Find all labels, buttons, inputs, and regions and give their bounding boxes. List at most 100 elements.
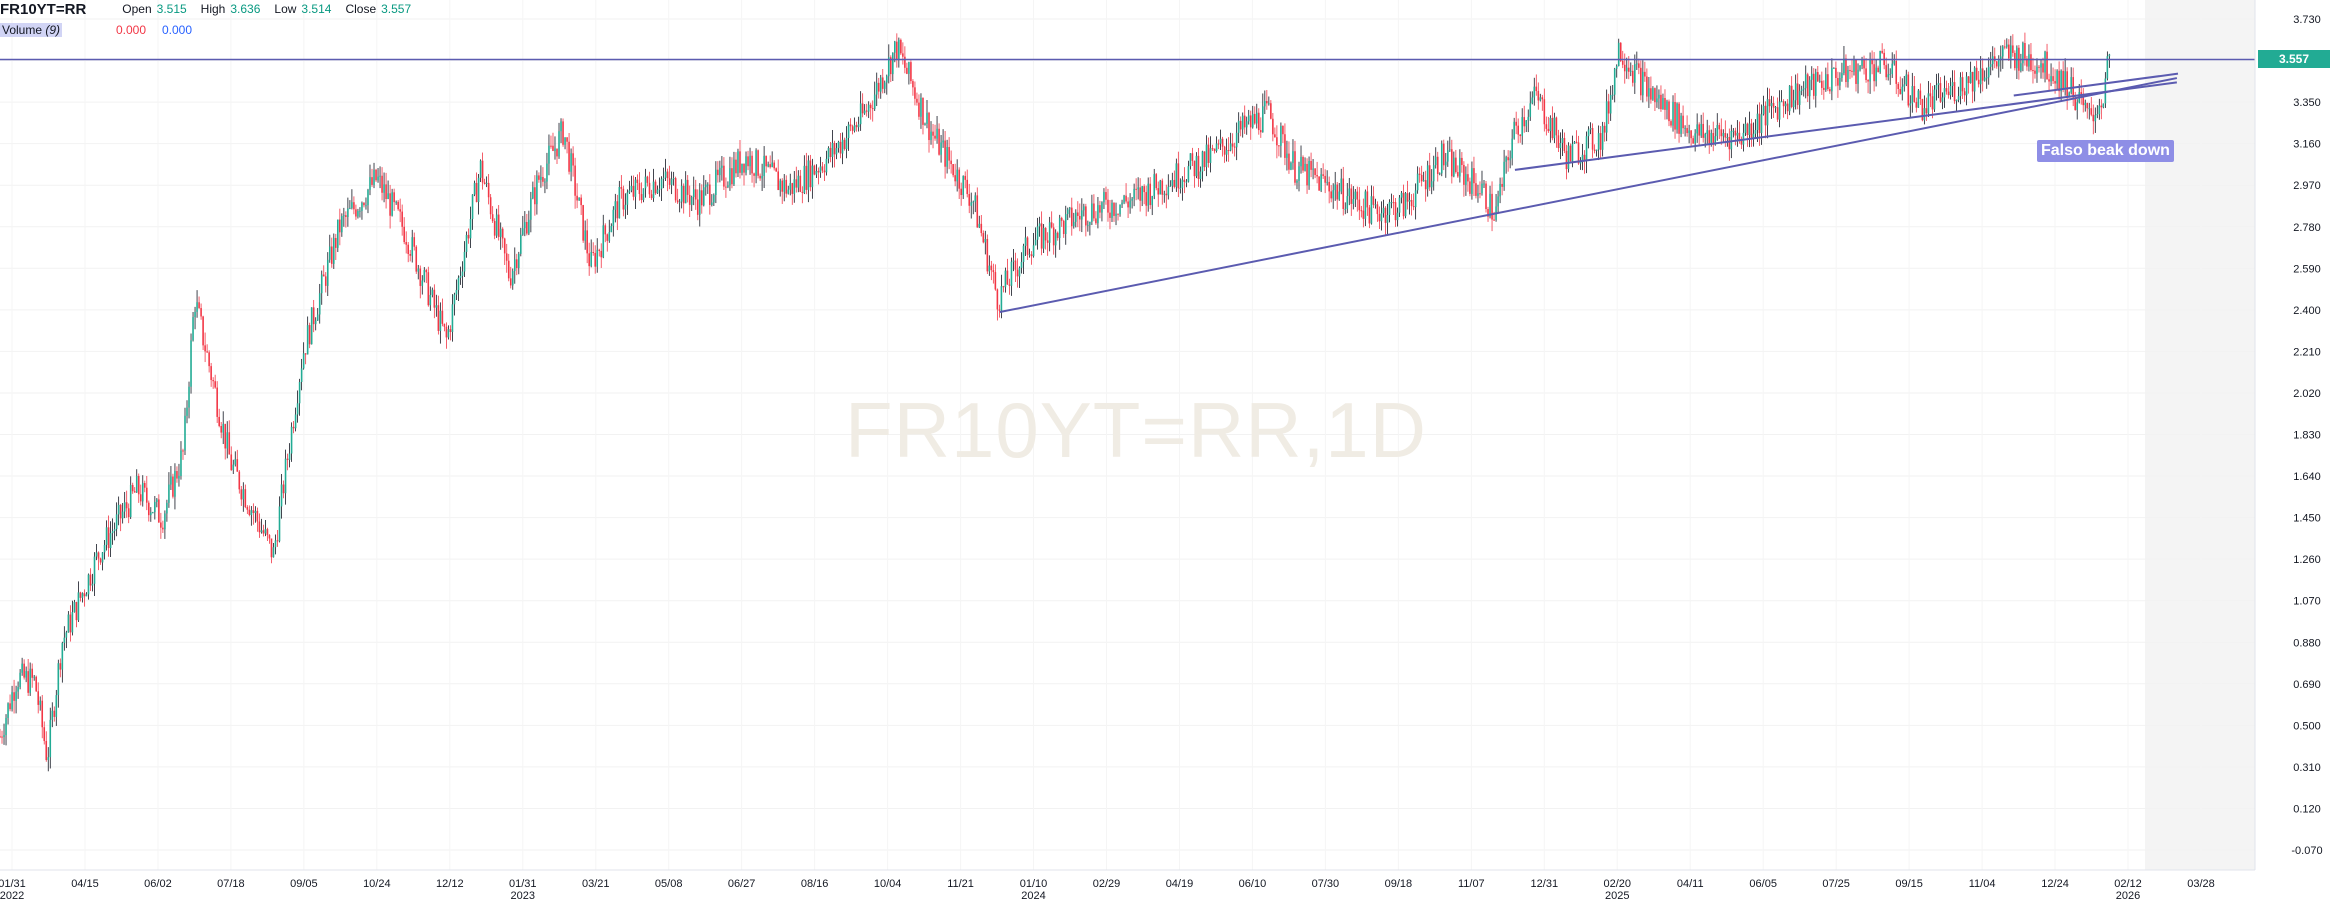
candle-body bbox=[936, 129, 938, 139]
y-tick-label: 0.310 bbox=[2293, 762, 2321, 774]
candle-body bbox=[1845, 58, 1847, 82]
candle-body bbox=[810, 160, 812, 187]
candle-body bbox=[309, 325, 311, 344]
candle-body bbox=[377, 177, 379, 181]
candle-body bbox=[1974, 68, 1976, 92]
candle-body bbox=[303, 353, 305, 368]
candle-body bbox=[1616, 66, 1618, 69]
candle-body bbox=[918, 103, 920, 117]
candle-body bbox=[580, 198, 582, 205]
candle-body bbox=[747, 156, 749, 166]
candle-body bbox=[82, 593, 84, 598]
candle-body bbox=[769, 164, 771, 167]
candle-body bbox=[974, 195, 976, 201]
candle-body bbox=[415, 247, 417, 272]
open-label: Open bbox=[122, 2, 151, 16]
candle-body bbox=[1654, 88, 1656, 102]
trendlines[interactable] bbox=[0, 59, 2255, 312]
candle-body bbox=[1996, 61, 1998, 66]
price-axis[interactable]: 3.7303.5403.3503.1602.9702.7802.5902.400… bbox=[2255, 0, 2323, 870]
candle-body bbox=[112, 531, 114, 533]
candle-body bbox=[1047, 240, 1049, 242]
candle-body bbox=[53, 711, 55, 717]
candle-body bbox=[216, 388, 218, 417]
candle-body bbox=[566, 137, 568, 141]
candle-body bbox=[1485, 184, 1487, 209]
candle-body bbox=[146, 488, 148, 503]
annotation-label[interactable]: Falso beak down bbox=[2037, 140, 2174, 162]
candle-body bbox=[257, 511, 259, 522]
candle-body bbox=[425, 270, 427, 272]
candle-body bbox=[663, 178, 665, 179]
x-tick-label: 04/11 bbox=[1677, 878, 1704, 890]
volume-legend[interactable]: Volume (9) 0.000 0.000 bbox=[0, 21, 62, 39]
candle-body bbox=[1799, 91, 1801, 105]
candle-body bbox=[1558, 135, 1560, 148]
candle-body bbox=[1895, 61, 1897, 84]
candle-body bbox=[174, 471, 176, 497]
candle-body bbox=[399, 209, 401, 211]
candle-body bbox=[1234, 147, 1236, 148]
x-tick-year: 2026 bbox=[2116, 890, 2140, 902]
candle-body bbox=[289, 454, 291, 460]
candle-body bbox=[1751, 123, 1753, 137]
candle-body bbox=[1296, 181, 1298, 183]
candle-body bbox=[699, 190, 701, 215]
candle-body bbox=[1039, 223, 1041, 226]
candle-body bbox=[118, 505, 120, 515]
candle-body bbox=[1626, 68, 1628, 72]
candle-body bbox=[812, 166, 814, 188]
candle-body bbox=[1817, 72, 1819, 81]
symbol-name[interactable]: FR10YT=RR bbox=[0, 1, 86, 18]
y-tick-label: 2.590 bbox=[2293, 263, 2321, 275]
candle-body bbox=[604, 225, 606, 234]
candle-body bbox=[490, 197, 492, 214]
candle-body bbox=[1403, 193, 1405, 216]
candle-body bbox=[496, 215, 498, 236]
candle-body bbox=[697, 199, 699, 214]
candle-body bbox=[870, 105, 872, 108]
candle-body bbox=[1214, 149, 1216, 152]
candle-body bbox=[1775, 107, 1777, 108]
candle-body bbox=[1610, 95, 1612, 113]
candle-body bbox=[1015, 261, 1017, 270]
candle-body bbox=[1801, 89, 1803, 90]
candle-body bbox=[1938, 83, 1940, 85]
candle-body bbox=[619, 187, 621, 218]
candle-body bbox=[1069, 208, 1071, 210]
y-tick-label: 1.450 bbox=[2293, 513, 2321, 525]
candle-body bbox=[1614, 69, 1616, 95]
candle-body bbox=[637, 180, 639, 183]
candle-body bbox=[966, 180, 968, 194]
candle-body bbox=[1720, 129, 1722, 136]
candle-body bbox=[1027, 237, 1029, 254]
y-tick-label: 0.880 bbox=[2293, 637, 2321, 649]
candle-body bbox=[1192, 153, 1194, 161]
candle-body bbox=[906, 68, 908, 74]
candle-body bbox=[1149, 184, 1151, 205]
candle-body bbox=[822, 166, 824, 170]
volume-label[interactable]: Volume (9) bbox=[0, 23, 62, 37]
candle-body bbox=[1407, 193, 1409, 201]
candle-body bbox=[625, 205, 627, 210]
candle-body bbox=[281, 484, 283, 506]
candle-body bbox=[1523, 117, 1525, 126]
candle-body bbox=[1706, 130, 1708, 134]
candle-body bbox=[1747, 124, 1749, 135]
candle-body bbox=[263, 530, 265, 533]
candle-body bbox=[1600, 133, 1602, 150]
candle-body bbox=[916, 99, 918, 103]
candle-body bbox=[1517, 126, 1519, 135]
candle-body bbox=[184, 416, 186, 451]
candle-body bbox=[1648, 88, 1650, 96]
candle-body bbox=[854, 125, 856, 131]
candle-body bbox=[498, 215, 500, 237]
candle-body bbox=[767, 164, 769, 166]
candle-body bbox=[452, 304, 454, 332]
candle-body bbox=[267, 529, 269, 535]
candle-body bbox=[66, 632, 68, 637]
candle-body bbox=[329, 246, 331, 259]
y-tick-label: -0.070 bbox=[2291, 845, 2322, 857]
candle-body bbox=[1043, 228, 1045, 249]
